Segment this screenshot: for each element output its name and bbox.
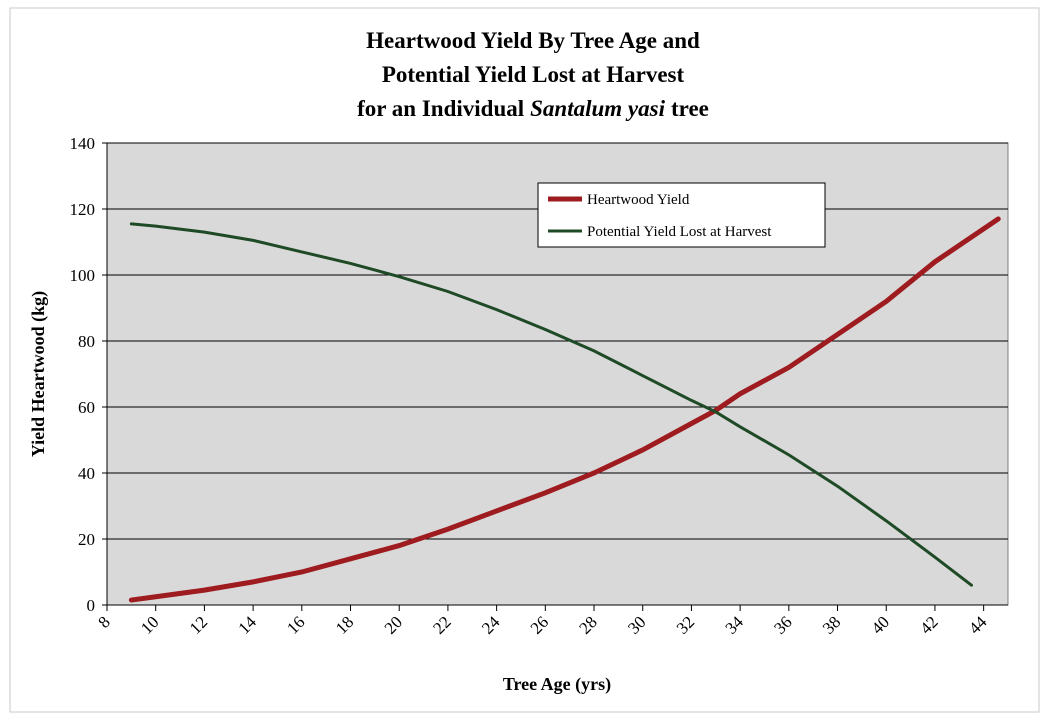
- y-tick-label: 80: [78, 332, 95, 351]
- x-axis-title: Tree Age (yrs): [503, 674, 611, 695]
- chart-title: for an Individual Santalum yasi tree: [357, 96, 709, 121]
- y-tick-label: 120: [70, 200, 96, 219]
- legend-box: [537, 182, 826, 248]
- legend-label: Heartwood Yield: [587, 192, 690, 208]
- chart-title: Potential Yield Lost at Harvest: [382, 62, 685, 87]
- y-tick-label: 0: [87, 596, 96, 615]
- title-part: for an Individual: [357, 96, 524, 121]
- y-tick-label: 100: [70, 266, 96, 285]
- y-tick-label: 140: [70, 134, 96, 153]
- title-part: Santalum yasi: [530, 96, 665, 121]
- y-axis-title: Yield Heartwood (kg): [28, 291, 49, 457]
- series-line: [129, 222, 973, 587]
- chart-title: Heartwood Yield By Tree Age and: [366, 28, 700, 53]
- legend-label: Potential Yield Lost at Harvest: [587, 224, 772, 240]
- title-part: tree: [671, 96, 709, 121]
- series-line: [128, 216, 1001, 603]
- y-tick-label: 40: [78, 464, 95, 483]
- y-tick-label: 60: [78, 398, 95, 417]
- y-tick-label: 20: [78, 530, 95, 549]
